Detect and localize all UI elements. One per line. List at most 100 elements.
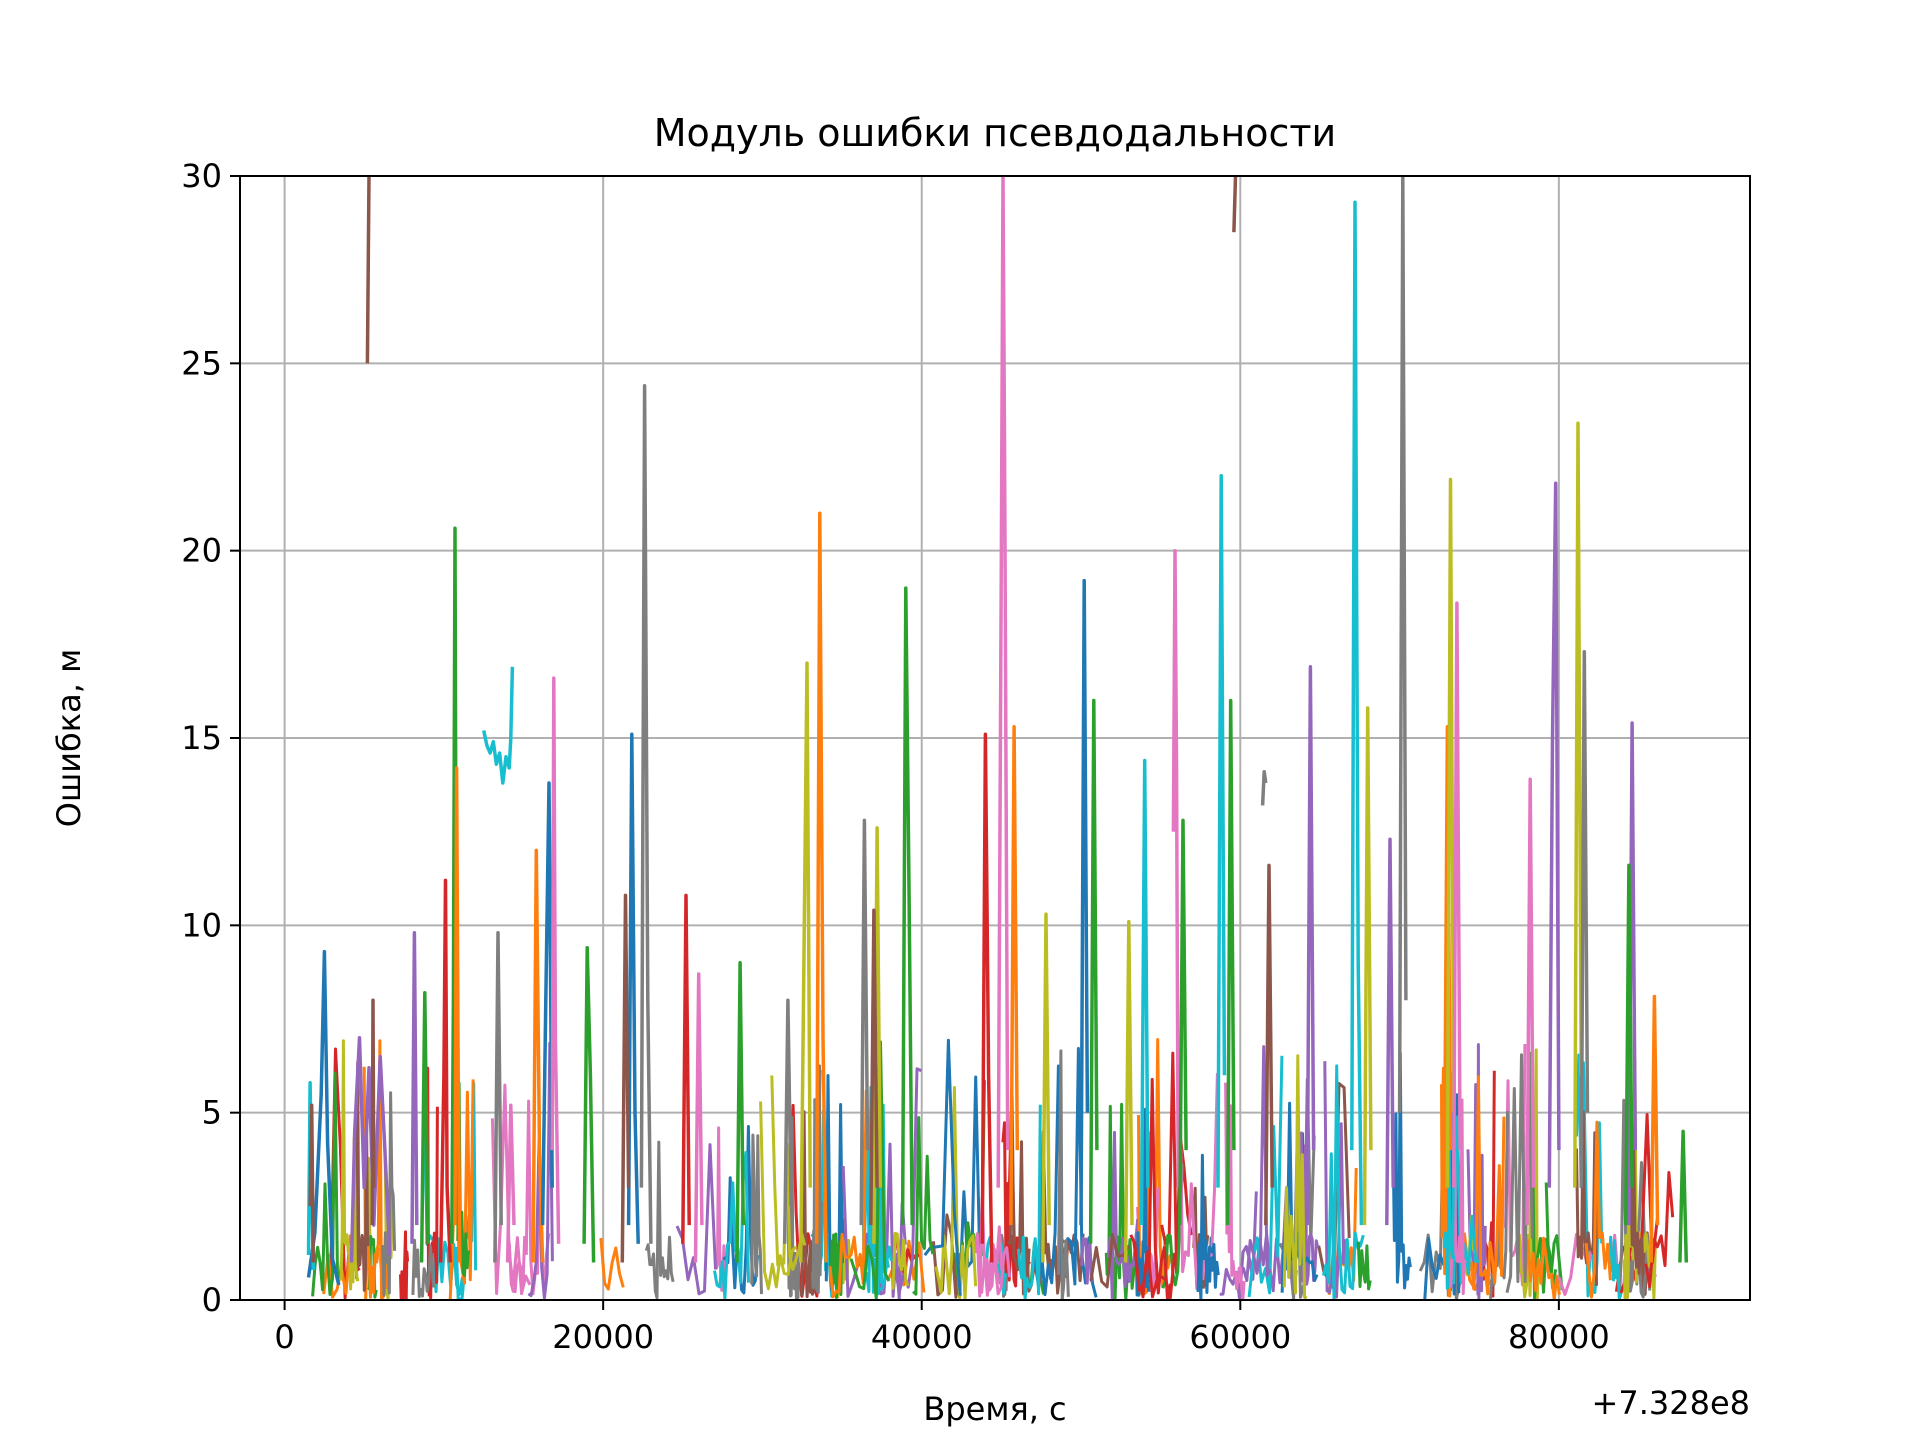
series-line-55 bbox=[1525, 777, 1536, 1226]
noise-trace bbox=[1443, 1098, 1456, 1290]
noise-trace bbox=[811, 1064, 823, 1295]
noise-trace bbox=[675, 1143, 717, 1296]
noise-trace bbox=[1016, 1104, 1042, 1300]
noise-trace bbox=[893, 1067, 922, 1294]
noise-trace bbox=[1523, 1236, 1561, 1300]
series-line-31 bbox=[900, 586, 914, 1226]
noise-trace bbox=[973, 1196, 1005, 1298]
series-line-57 bbox=[1573, 421, 1583, 1188]
noise-trace bbox=[829, 1232, 844, 1299]
series-line-54 bbox=[1451, 601, 1462, 1188]
chart-title: Модуль ошибки псевдодальности bbox=[654, 111, 1337, 155]
y-tick-label: 30 bbox=[181, 157, 222, 195]
series-line-33 bbox=[996, 176, 1010, 1188]
series-line-26 bbox=[798, 661, 812, 1263]
series-line-56 bbox=[1547, 481, 1561, 1188]
noise-trace bbox=[985, 1246, 1012, 1296]
y-tick-label: 5 bbox=[202, 1094, 222, 1132]
y-axis: 0 5 10 15 20 25 30 bbox=[181, 157, 240, 1319]
noise-trace bbox=[599, 1237, 625, 1291]
x-tick-label: 60000 bbox=[1189, 1318, 1291, 1356]
noise-trace bbox=[1321, 1064, 1365, 1300]
series-line-12 bbox=[493, 931, 503, 1263]
series-line-28 bbox=[859, 818, 870, 1226]
series-line-20 bbox=[620, 893, 631, 1263]
series-line-45 bbox=[1260, 769, 1268, 806]
series-line-14 bbox=[505, 1103, 516, 1263]
noise-trace bbox=[1282, 1054, 1308, 1300]
noise-trace bbox=[891, 1231, 910, 1290]
series-line-39 bbox=[1139, 758, 1150, 1226]
series-line-58 bbox=[1579, 650, 1590, 1188]
series-line-61 bbox=[1649, 994, 1660, 1263]
noise-trace bbox=[1001, 1121, 1019, 1288]
series-line-17 bbox=[550, 676, 561, 1244]
noise-trace bbox=[1584, 1120, 1612, 1299]
x-axis: 0 20000 40000 60000 80000 bbox=[274, 1300, 1610, 1356]
series-line-60 bbox=[1624, 863, 1634, 1226]
series-line-47 bbox=[1305, 665, 1316, 1226]
series-line-32 bbox=[980, 732, 994, 1263]
series-line-38 bbox=[1123, 919, 1134, 1263]
y-tick-label: 0 bbox=[202, 1281, 222, 1319]
series-line-41 bbox=[1178, 818, 1188, 1226]
series-line-15 bbox=[531, 848, 545, 1263]
noise-trace bbox=[912, 1116, 935, 1296]
series-line-18 bbox=[582, 946, 596, 1263]
series-line-36 bbox=[1079, 578, 1090, 1226]
y-tick-label: 15 bbox=[181, 719, 222, 757]
noise-trace bbox=[750, 1133, 763, 1295]
noise-trace bbox=[759, 1101, 798, 1291]
noise-trace bbox=[1440, 1066, 1453, 1298]
series-line-9 bbox=[438, 878, 453, 1263]
x-tick-label: 80000 bbox=[1508, 1318, 1610, 1356]
series-line-1 bbox=[306, 949, 341, 1286]
noise-trace bbox=[399, 1230, 410, 1300]
series-line-13 bbox=[481, 666, 515, 785]
x-tick-label: 40000 bbox=[871, 1318, 973, 1356]
noise-trace bbox=[1196, 1153, 1220, 1300]
series-line-50 bbox=[1385, 837, 1395, 1226]
series-line-7 bbox=[410, 931, 419, 1244]
series-line-44 bbox=[1232, 176, 1238, 233]
series-line-35 bbox=[1041, 912, 1051, 1263]
series-line-16 bbox=[540, 781, 554, 1226]
series-line-49 bbox=[1362, 706, 1373, 1226]
series-line-5 bbox=[365, 176, 371, 364]
series-layer bbox=[306, 176, 1689, 1286]
noise-trace bbox=[1133, 1241, 1177, 1300]
series-line-24 bbox=[735, 961, 746, 1263]
series-line-37 bbox=[1088, 698, 1099, 1244]
noise-trace bbox=[524, 1099, 551, 1296]
noise-trace bbox=[931, 1213, 962, 1299]
series-line-30 bbox=[869, 908, 879, 1226]
noise-trace bbox=[1080, 1236, 1095, 1285]
series-line-48 bbox=[1350, 200, 1364, 1226]
series-line-19 bbox=[626, 732, 640, 1244]
noise-trace bbox=[339, 1039, 360, 1291]
y-tick-label: 20 bbox=[181, 532, 222, 570]
series-line-46 bbox=[1264, 863, 1274, 1226]
series-line-11 bbox=[453, 766, 462, 1263]
series-line-3 bbox=[308, 1103, 316, 1263]
noise-trace bbox=[1467, 1075, 1506, 1296]
noise-trace bbox=[934, 1086, 978, 1300]
series-line-40 bbox=[1171, 548, 1180, 1188]
x-offset-label: +7.328e8 bbox=[1592, 1384, 1750, 1422]
noise-trace bbox=[1356, 1241, 1372, 1291]
noise-trace bbox=[849, 1040, 891, 1300]
series-line-4 bbox=[349, 1035, 392, 1263]
series-line-22 bbox=[681, 893, 691, 1244]
series-line-62 bbox=[1678, 1129, 1689, 1263]
x-tick-label: 0 bbox=[274, 1318, 294, 1356]
noise-trace bbox=[1056, 1049, 1070, 1300]
series-line-27 bbox=[814, 511, 828, 1263]
y-axis-label: Ошибка, м bbox=[50, 649, 88, 827]
series-line-25 bbox=[782, 998, 793, 1244]
series-line-34 bbox=[1009, 725, 1020, 1226]
series-line-51 bbox=[1397, 176, 1408, 1113]
series-line-21 bbox=[639, 384, 653, 1244]
series-line-53 bbox=[1445, 477, 1456, 1188]
series-line-23 bbox=[693, 972, 704, 1263]
